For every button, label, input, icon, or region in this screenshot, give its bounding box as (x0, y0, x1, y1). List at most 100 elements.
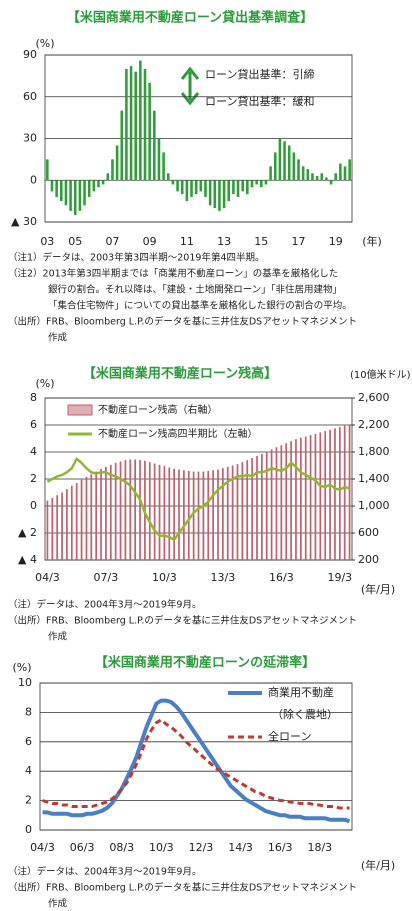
bar (250, 180, 254, 188)
y-tick-label: 60 (23, 90, 37, 103)
bar (309, 435, 312, 560)
bar (260, 454, 263, 560)
bar (324, 431, 327, 560)
x-tick-label: 04/3 (35, 571, 60, 584)
bar (208, 180, 212, 206)
bar (199, 180, 203, 192)
x-tick-label: 07 (105, 235, 119, 248)
y-axis-label: (%) (35, 37, 54, 50)
bar (297, 159, 300, 181)
bar (343, 425, 346, 560)
legend-label: 全ローン (268, 729, 311, 743)
bar (106, 173, 110, 181)
arrow-head-down (180, 92, 200, 106)
x-tick-label: 14/3 (228, 841, 253, 854)
x-tick-label: 04/3 (30, 841, 55, 854)
chart-title: 【米国商業用不動産ローン残高】 (83, 366, 277, 382)
bar (314, 433, 317, 560)
bar (280, 445, 283, 560)
x-tick-label: 05 (68, 235, 82, 248)
bar (273, 152, 277, 181)
bar (311, 173, 314, 181)
bar (207, 470, 210, 560)
x-tick-label: 10/3 (149, 841, 174, 854)
y-tick-label: 30 (23, 132, 37, 145)
bar (90, 474, 93, 560)
bar (69, 180, 72, 211)
chart-title: 【米国商業用不動産ローンの延滞率】 (95, 655, 315, 671)
bar (194, 180, 198, 195)
x-axis-label: (年/月) (361, 858, 395, 872)
bar (70, 485, 73, 560)
bar (100, 468, 102, 560)
bar (85, 476, 88, 560)
bar (275, 447, 278, 560)
bar (338, 427, 341, 560)
legend-swatch (67, 404, 93, 416)
bar (153, 463, 156, 560)
y-tick-label: 2 (25, 794, 32, 807)
bar (124, 460, 127, 560)
legend-note: （除く農地） (272, 707, 338, 721)
x-tick-label: 08/3 (109, 841, 134, 854)
bar (202, 471, 205, 560)
bar (66, 489, 68, 560)
y-tick-label: 8 (30, 391, 37, 404)
legend-label: 不動産ローン残高四半期比（左軸） (98, 427, 258, 440)
bar (204, 180, 207, 197)
bar (325, 177, 328, 181)
bar (295, 439, 297, 560)
bar (329, 429, 331, 560)
y2-tick-label: 2,200 (358, 418, 390, 431)
series-line (42, 698, 351, 824)
bar (222, 468, 224, 560)
y-tick-label: ▲ 4 (18, 553, 37, 566)
plot-frame (44, 54, 353, 223)
y-tick-label: 6 (25, 735, 32, 748)
bar (236, 180, 240, 197)
bar (315, 176, 319, 181)
bar (114, 462, 117, 560)
y2-tick-label: 1,800 (358, 445, 390, 458)
legend-label: 商業用不動産 (268, 685, 334, 699)
bar (60, 180, 63, 202)
bar (348, 159, 351, 181)
bar (348, 424, 351, 560)
bar (97, 180, 100, 188)
bar (50, 180, 54, 192)
bar (55, 180, 58, 197)
bar (185, 180, 189, 202)
bar (251, 458, 253, 560)
note: （注）データは、2004年3月～2019年9月。 (8, 599, 201, 611)
bar (134, 71, 137, 181)
bar (217, 469, 219, 560)
note: 作成 (48, 898, 68, 910)
bar (197, 471, 200, 560)
bar (109, 464, 112, 560)
y-tick-label: 8 (25, 705, 32, 718)
y2-tick-label: 200 (358, 553, 379, 566)
bar (178, 469, 180, 560)
bar (278, 138, 282, 181)
plot-frame (39, 682, 353, 831)
series-line (46, 457, 350, 542)
y-tick-label: 4 (25, 764, 32, 777)
note: 作成 (48, 631, 68, 643)
bar (148, 82, 151, 181)
note: 作成 (48, 332, 68, 344)
bar (231, 465, 234, 560)
bar (73, 180, 77, 216)
x-tick-label: 09 (143, 235, 157, 248)
bar (256, 456, 258, 560)
bar (173, 468, 175, 560)
bar (105, 466, 107, 560)
bar (269, 166, 272, 181)
bar (46, 159, 49, 181)
y2-tick-label: 1,400 (358, 472, 390, 485)
bar (226, 466, 229, 560)
y-tick-label: 4 (30, 445, 37, 458)
bar (75, 483, 78, 560)
bar (143, 68, 147, 181)
y-axis-label: (%) (35, 377, 54, 390)
y-tick-label: 6 (30, 418, 37, 431)
